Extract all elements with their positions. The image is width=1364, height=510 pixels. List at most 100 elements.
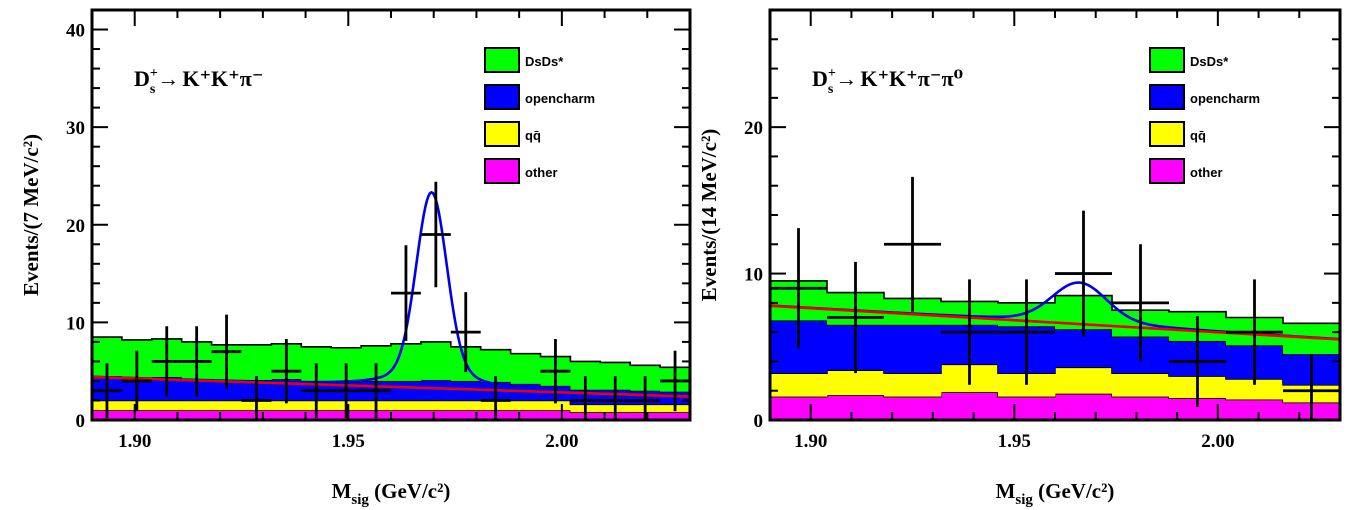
legend-label: other: [1190, 165, 1223, 180]
decay-sub: s: [150, 82, 156, 97]
stack-bar-qq: [1226, 379, 1284, 400]
decay-final: K⁺K⁺π⁻π⁰: [860, 66, 963, 91]
stack-bar-other: [271, 410, 302, 420]
legend-swatch: [1149, 121, 1185, 147]
y-tick-label: 30: [66, 118, 85, 139]
decay-final: K⁺K⁺π⁻: [182, 66, 263, 91]
stack-bar-DsDs: [420, 341, 452, 380]
stack-bar-other: [1055, 393, 1113, 420]
legend-swatch: [1149, 84, 1185, 110]
x-axis-title-main: M: [332, 479, 352, 503]
stack-bar-other: [510, 410, 541, 420]
stack-bar-opencharm: [420, 379, 452, 401]
y-tick-label: 10: [744, 265, 763, 286]
decay-label: D+ s→ K⁺K⁺π⁻π⁰: [812, 66, 963, 97]
stack-outline-DsDs: [770, 280, 1340, 325]
x-axis-title-unit: (GeV/c²): [369, 479, 451, 503]
stack-bar-other: [1112, 396, 1170, 420]
decay-arrow: →: [835, 66, 857, 91]
decay-arrow: →: [157, 66, 179, 91]
y-tick-label: 10: [66, 313, 85, 334]
stack-bar-qq: [151, 400, 183, 411]
stack-bar-qq: [391, 400, 422, 411]
decay-sup: +: [828, 66, 836, 81]
stack-bar-qq: [211, 400, 242, 411]
stack-bar-other: [420, 410, 452, 420]
x-tick-label: 2.00: [545, 431, 578, 452]
stack-bar-other: [1169, 398, 1227, 420]
x-axis-title: Msig (GeV/c²): [996, 479, 1115, 508]
stack-bar-qq: [1112, 373, 1170, 397]
legend-label: DsDs*: [525, 54, 564, 69]
stack-bar-other: [998, 396, 1056, 420]
stack-bar-qq: [884, 373, 942, 397]
left-panel-plot: 1.90 1.95 2.00 0 10 20 30 40 Events/(7 MeV/c²) Ms…: [19, 8, 692, 508]
x-tick-label: 1.90: [118, 431, 151, 452]
y-axis-title: Events/(7 MeV/c²): [19, 134, 43, 296]
stack-bar-DsDs: [241, 344, 272, 380]
background-fit-curve: [91, 375, 691, 398]
x-axis-title-main: M: [996, 479, 1016, 503]
legend-label: other: [525, 165, 558, 180]
legend-swatch: [484, 121, 520, 147]
right-panel-plot: 1.90 1.95 2.00 0 10 20 Events/(14 MeV/c²) Msig …: [697, 8, 1342, 508]
x-tick-label: 1.90: [794, 431, 827, 452]
y-tick-label: 20: [744, 118, 763, 139]
stack-bar-qq: [827, 370, 885, 396]
stack-bar-qq: [420, 400, 452, 411]
legend-swatch: [1149, 158, 1185, 184]
y-axis-title: Events/(14 MeV/c²): [697, 129, 721, 302]
legend-label: qq̄: [1190, 128, 1206, 143]
decay-sub: s: [828, 82, 834, 97]
stack-bar-other: [660, 412, 691, 420]
y-tick-label: 40: [66, 21, 85, 42]
legend-label: DsDs*: [1190, 54, 1229, 69]
legend-swatch: [484, 158, 520, 184]
x-tick-label: 1.95: [332, 431, 365, 452]
legend-swatch: [484, 84, 520, 110]
decay-sup: +: [150, 66, 158, 81]
stack-bar-qq: [1055, 367, 1113, 394]
stack-bar-qq: [181, 400, 212, 411]
stack-bar-opencharm: [884, 324, 942, 374]
stack-bar-qq: [770, 373, 828, 397]
stack-bar-qq: [271, 400, 302, 411]
stack-bar-other: [540, 410, 571, 420]
stack-bar-other: [181, 410, 212, 420]
background-fit-curve: [769, 304, 1341, 341]
stack-bar-other: [941, 392, 999, 420]
legend-label: opencharm: [525, 91, 595, 106]
stack-bar-qq: [450, 400, 482, 411]
legend-swatch: [1149, 47, 1185, 73]
stack-bar-other: [391, 410, 422, 420]
stack-bar-qq: [510, 400, 541, 411]
decay-base: D: [812, 66, 828, 91]
x-axis-title: Msig (GeV/c²): [332, 479, 451, 508]
stack-bar-other: [884, 396, 942, 420]
legend-swatch: [484, 47, 520, 73]
stack-bar-other: [770, 396, 828, 420]
y-tick-label: 0: [76, 411, 86, 432]
stack-outline-DsDs: [92, 336, 690, 369]
stack-bar-other: [450, 410, 482, 420]
decay-base: D: [134, 66, 150, 91]
decay-label: D+ s→ K⁺K⁺π⁻: [134, 66, 263, 97]
stack-bar-DsDs: [510, 353, 541, 384]
stack-bar-other: [827, 395, 885, 420]
stack-bar-other: [211, 410, 242, 420]
x-tick-label: 1.95: [998, 431, 1031, 452]
stack-bar-opencharm: [450, 380, 482, 401]
stack-bar-other: [1226, 399, 1284, 420]
y-tick-label: 20: [66, 216, 85, 237]
legend-label: opencharm: [1190, 91, 1260, 106]
stack-bar-other: [121, 410, 153, 420]
y-tick-label: 0: [754, 411, 764, 432]
stack-bar-opencharm: [211, 380, 242, 401]
x-tick-label: 2.00: [1201, 431, 1234, 452]
stack-bar-qq: [540, 400, 571, 411]
stack-bar-other: [151, 410, 183, 420]
x-axis-title-sub: sig: [1015, 492, 1033, 508]
stack-bar-opencharm: [391, 380, 422, 401]
x-axis-title-unit: (GeV/c²): [1033, 479, 1115, 503]
